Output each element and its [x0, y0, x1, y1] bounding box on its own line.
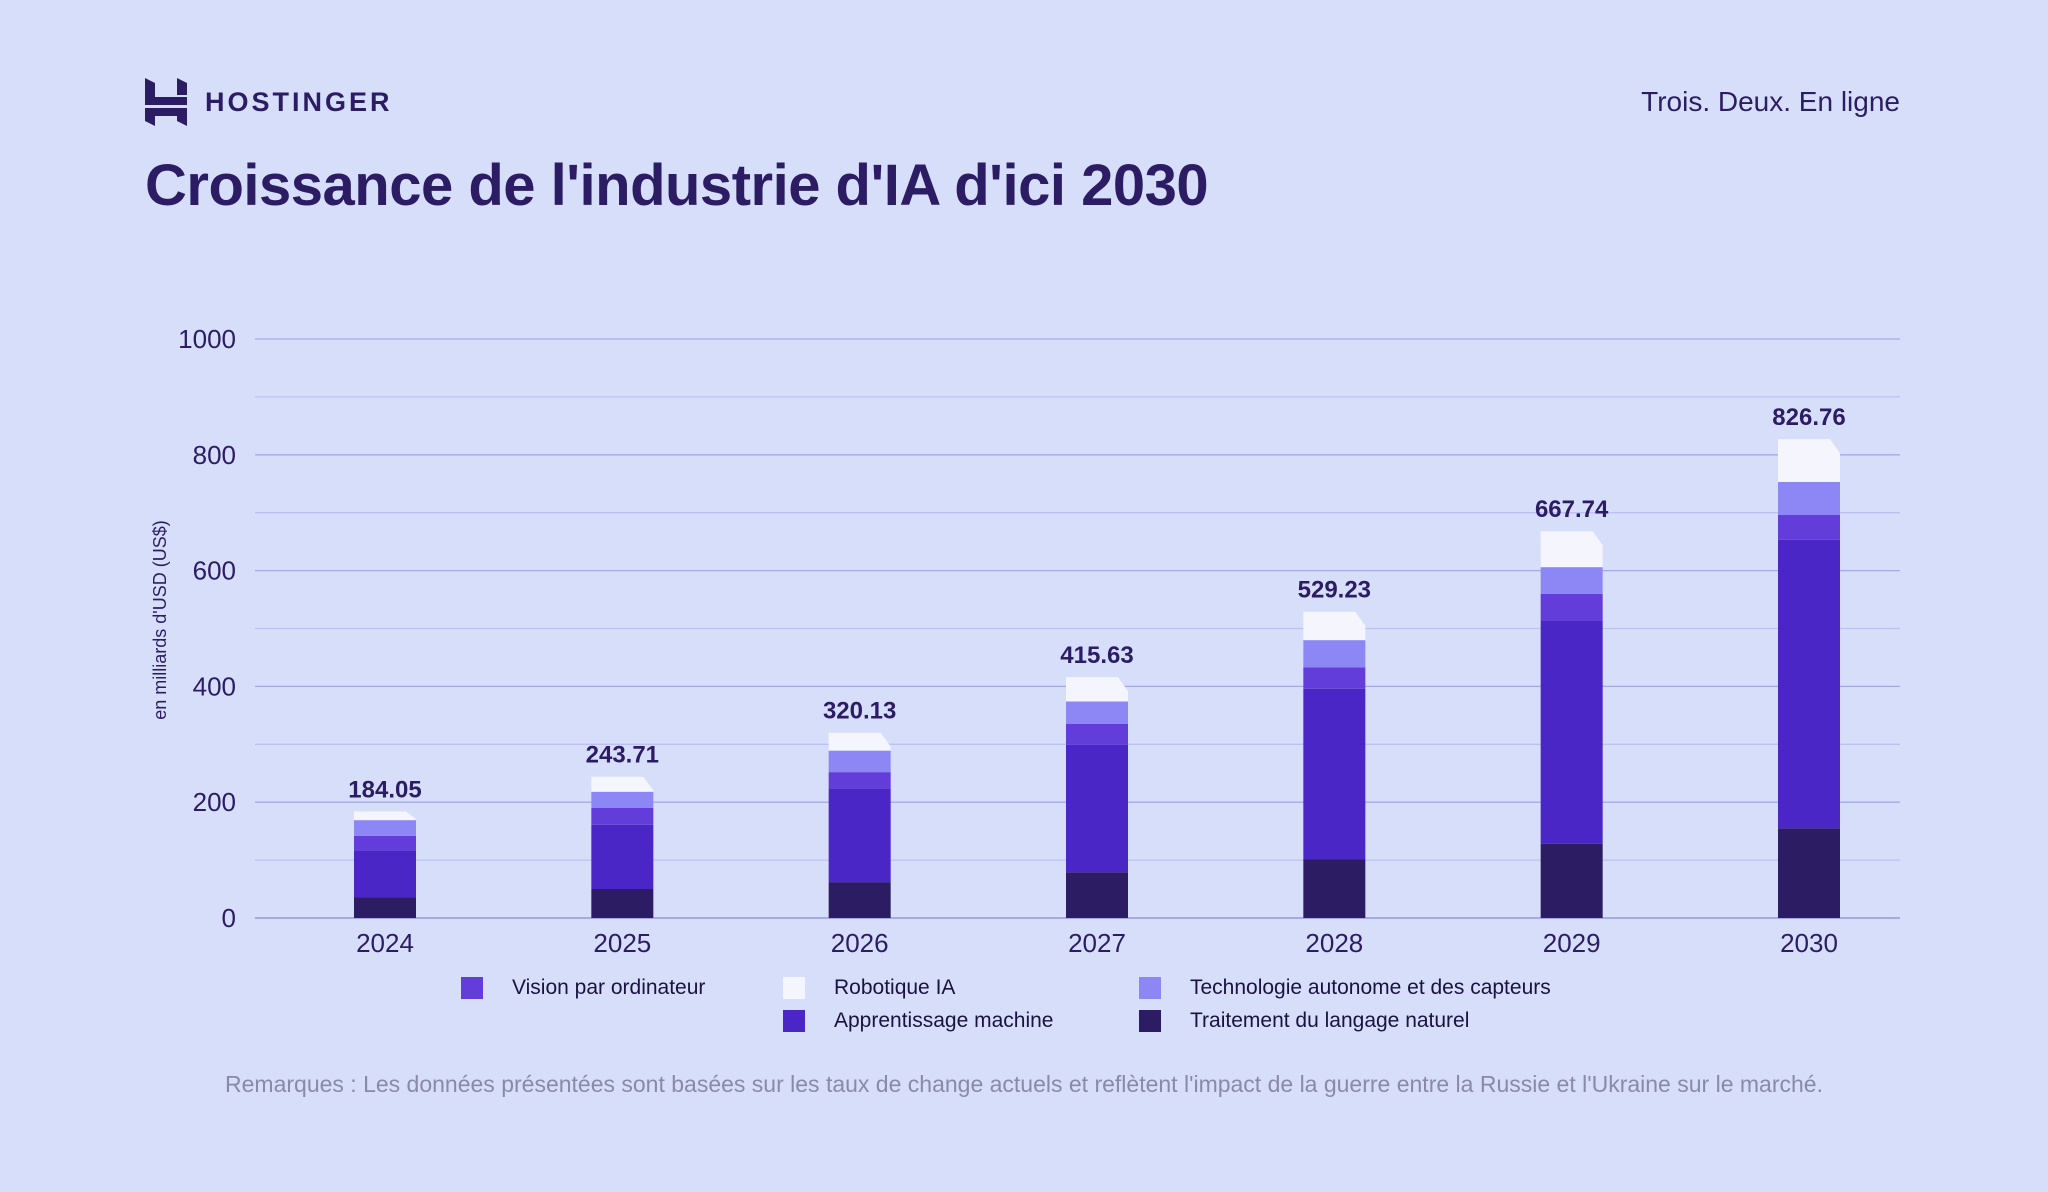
legend-swatch: [783, 977, 805, 999]
bar-segment: [1540, 843, 1603, 918]
legend-label: Apprentissage machine: [834, 1009, 1054, 1032]
bar-segment: [1066, 724, 1128, 745]
legend-item-apprentissage: Apprentissage machine: [783, 1009, 1053, 1033]
bar-segment: [828, 772, 891, 789]
bar-segment: [1303, 667, 1366, 689]
legend-item-technologie: Technologie autonome et des capteurs: [1139, 976, 1551, 1000]
bar-segment: [1778, 828, 1840, 918]
y-tick-label: 600: [193, 556, 236, 586]
y-tick-label: 0: [222, 903, 236, 933]
chart-title: Croissance de l'industrie d'IA d'ici 203…: [145, 153, 1209, 218]
hostinger-h-icon: [145, 78, 187, 126]
bar-segment: [1303, 688, 1366, 860]
y-axis-label: en milliards d'USD (US$): [150, 520, 170, 720]
bar-segment: [1303, 611, 1366, 641]
bar-total-label: 184.05: [348, 776, 421, 803]
legend-swatch: [1139, 977, 1161, 999]
bar-segment: [1778, 539, 1840, 829]
x-tick-label: 2024: [356, 928, 414, 958]
bar-segment: [1540, 620, 1603, 844]
brand-name: HOSTINGER: [205, 86, 393, 117]
bar-segment: [1066, 744, 1128, 873]
bar-segment: [354, 811, 416, 821]
bar-total-label: 826.76: [1772, 404, 1845, 431]
bar-segment: [591, 776, 654, 792]
bar-segment: [1066, 701, 1128, 725]
x-tick-label: 2026: [831, 928, 889, 958]
x-tick-label: 2028: [1305, 928, 1363, 958]
bar-total-label: 320.13: [823, 698, 896, 725]
legend-swatch: [461, 977, 483, 999]
y-tick-label: 200: [193, 787, 236, 817]
bar-segment: [591, 824, 654, 890]
legend-label: Traitement du langage naturel: [1190, 1009, 1470, 1032]
bar-segment: [1303, 859, 1366, 918]
x-tick-label: 2025: [593, 928, 651, 958]
bar-segment: [591, 807, 654, 825]
bar-segment: [354, 820, 416, 836]
bar-segment: [1066, 872, 1128, 918]
bar-segment: [354, 897, 416, 918]
legend-label: Technologie autonome et des capteurs: [1190, 976, 1551, 999]
bar-segment: [1778, 439, 1840, 483]
hostinger-logo: HOSTINGER: [145, 78, 393, 126]
footnote: Remarques : Les données présentées sont …: [225, 1071, 1823, 1097]
bar-segment: [354, 850, 416, 898]
bar-segment: [828, 788, 891, 883]
bar-total-label: 529.23: [1298, 577, 1371, 604]
bar-segment: [1303, 640, 1366, 668]
bar-segment: [591, 791, 654, 808]
bar-total-label: 415.63: [1060, 642, 1133, 669]
x-tick-label: 2029: [1543, 928, 1601, 958]
bar-total-label: 667.74: [1535, 496, 1609, 523]
legend-swatch: [1139, 1010, 1161, 1032]
bar-segment: [354, 835, 416, 851]
bar-total-label: 243.71: [586, 742, 659, 769]
bar-segment: [1066, 677, 1128, 702]
x-tick-label: 2027: [1068, 928, 1126, 958]
bar-segment: [1540, 593, 1603, 621]
x-tick-label: 2030: [1780, 928, 1838, 958]
y-tick-label: 800: [193, 440, 236, 470]
bar-segment: [828, 882, 891, 918]
y-tick-label: 400: [193, 671, 236, 701]
legend-label: Vision par ordinateur: [512, 976, 706, 999]
legend-item-robotique: Robotique IA: [783, 976, 955, 1000]
bar-segment: [828, 732, 891, 751]
bar-segment: [1540, 567, 1603, 594]
bar-segment: [1778, 515, 1840, 540]
legend-item-traitement: Traitement du langage naturel: [1139, 1009, 1469, 1033]
bar-segment: [591, 889, 654, 918]
legend-label: Robotique IA: [834, 976, 956, 999]
tagline: Trois. Deux. En ligne: [1641, 86, 1900, 117]
legend-swatch: [783, 1010, 805, 1032]
legend-item-vision: Vision par ordinateur: [461, 976, 705, 1000]
bar-segment: [828, 750, 891, 773]
bar-segment: [1778, 482, 1840, 516]
y-tick-label: 1000: [178, 324, 236, 354]
bar-segment: [1540, 531, 1603, 568]
